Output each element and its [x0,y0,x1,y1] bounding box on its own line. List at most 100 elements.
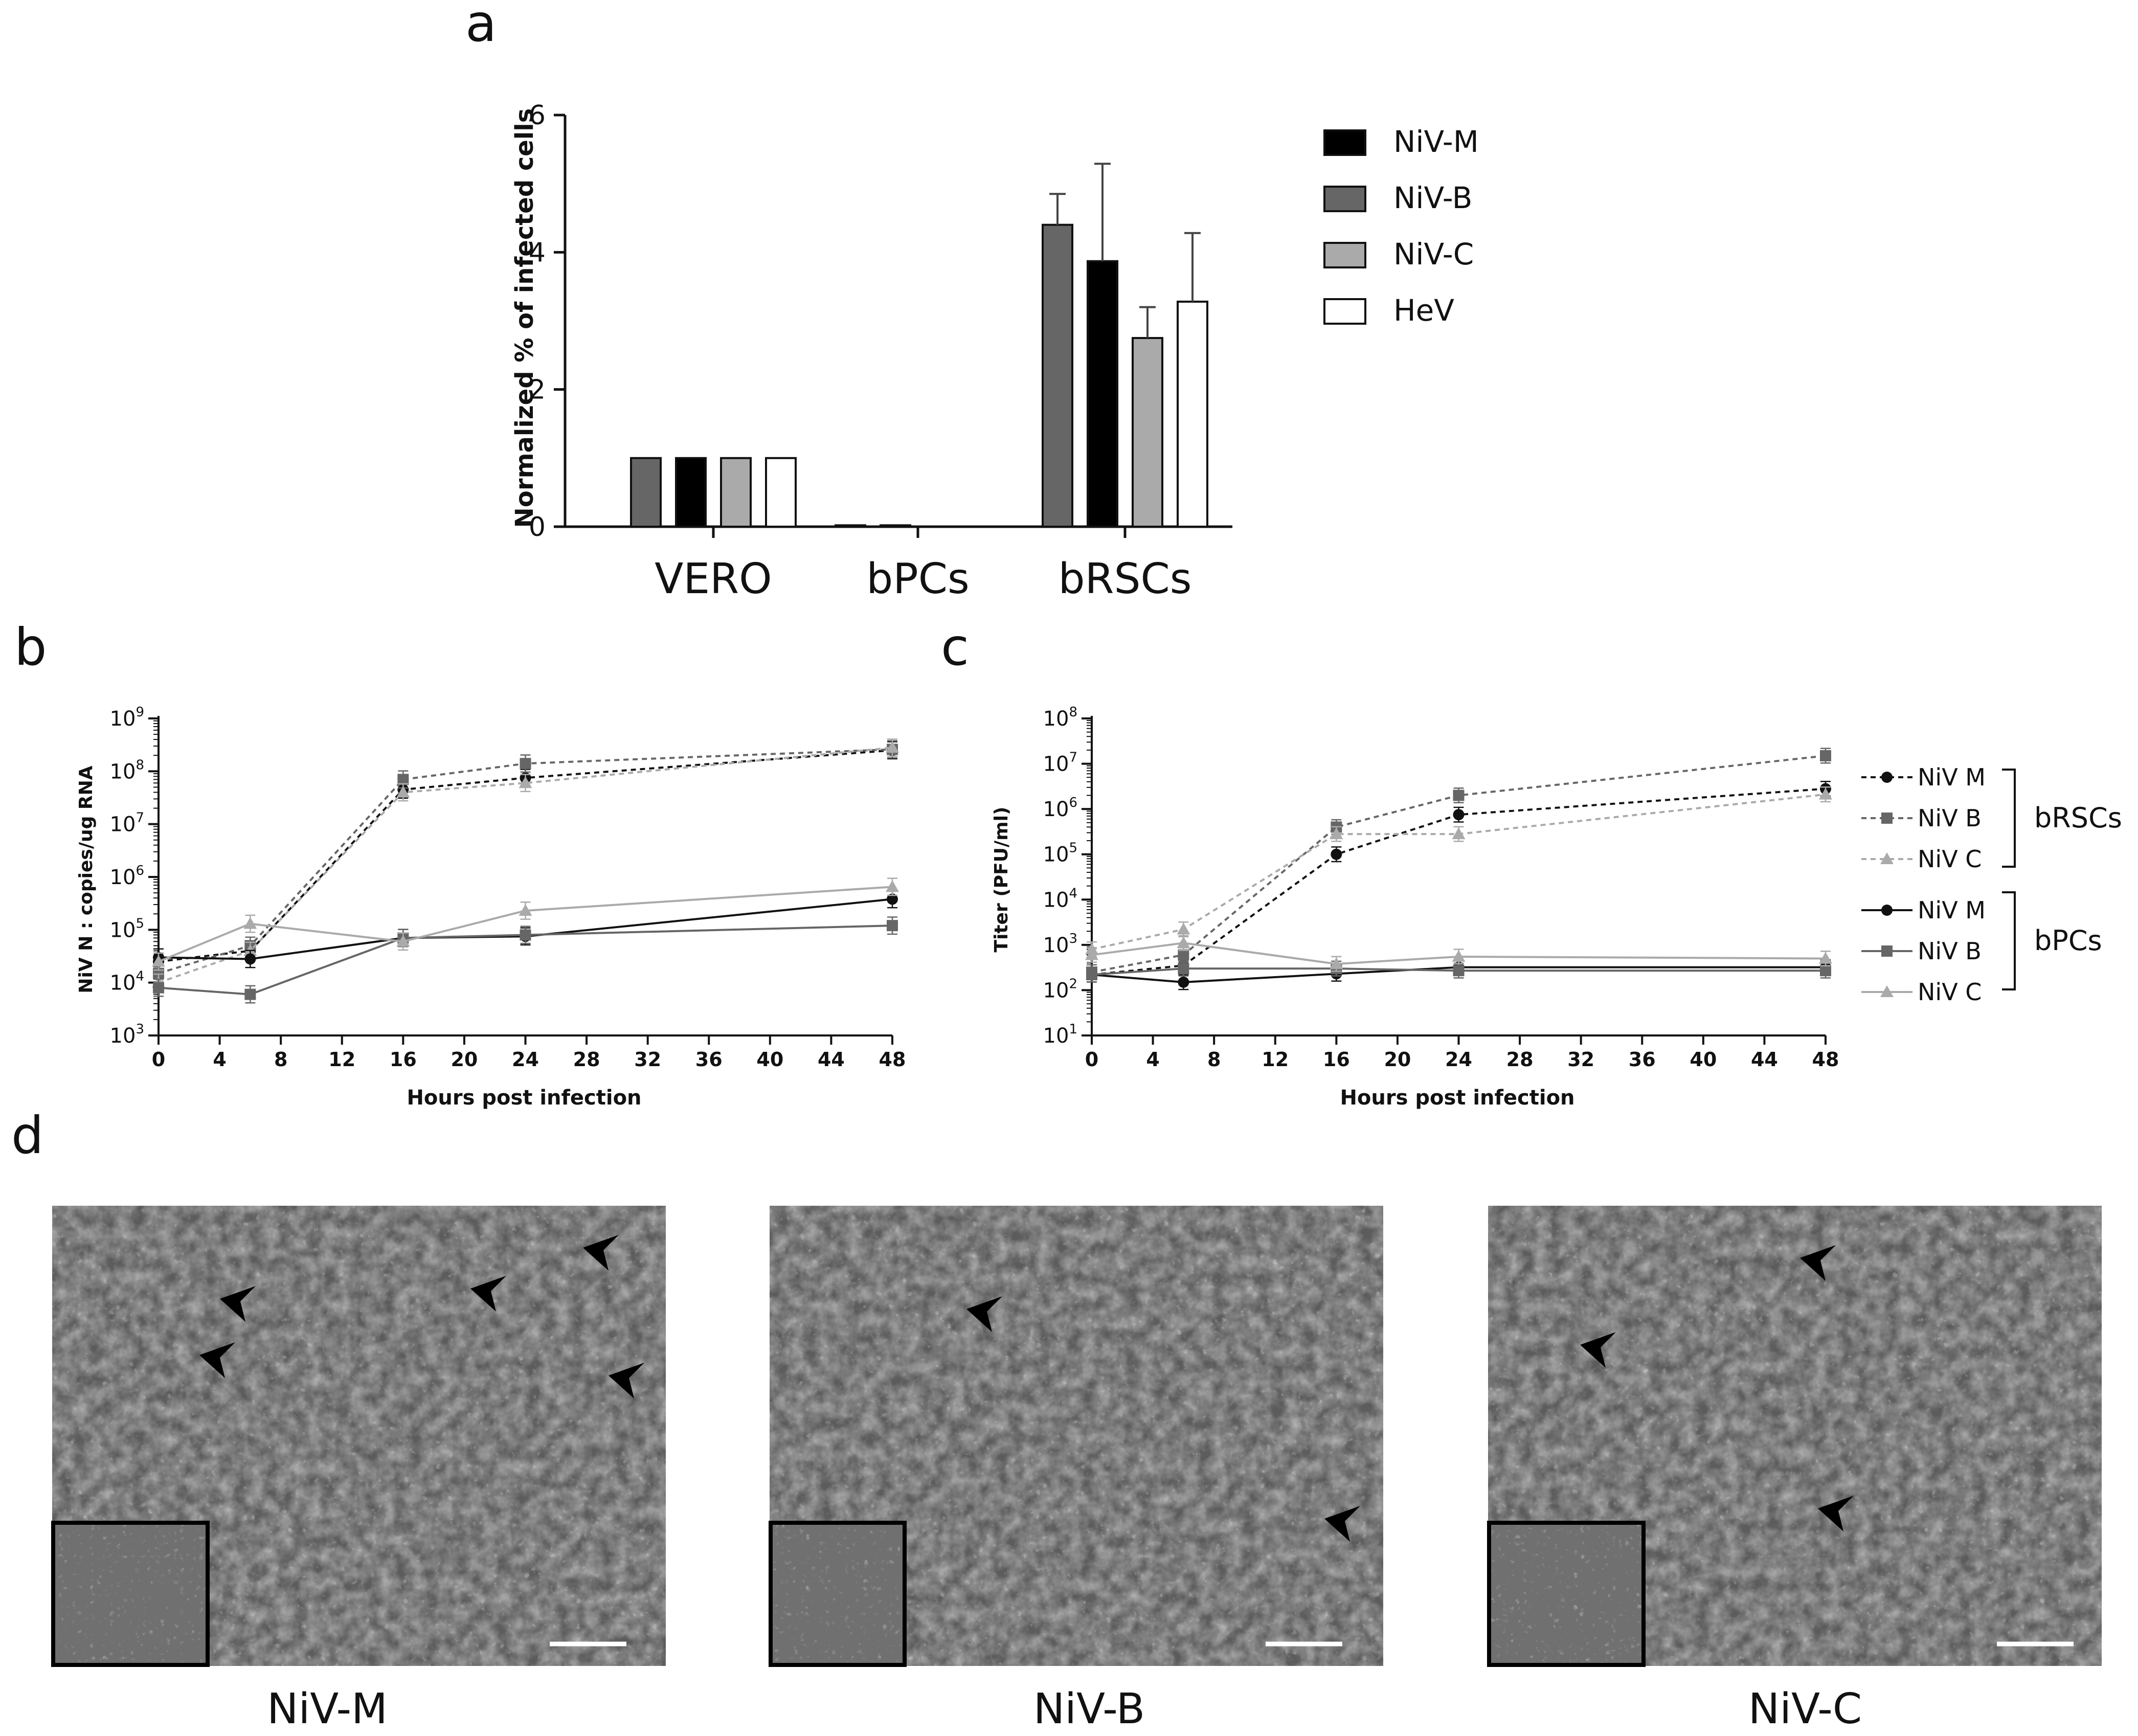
series-bPCs-NiV-C [152,877,899,971]
y-tick-base: 10 [1043,707,1069,731]
data-point [1819,787,1832,800]
y-tick-exponent: 3 [1069,931,1077,946]
micrograph-3: NiV-C [1487,1206,2102,1733]
arrowhead-icon [220,1286,256,1322]
bar [675,457,707,528]
bPCs-bracket-label: bPCs [2034,925,2102,957]
y-tick-label: 104 [1043,886,1077,912]
bar-chart-a: 0 2 4 6 VERO bPCs bRSCs Normalized % of infec… [510,100,1479,603]
y-tick-label: 104 [110,969,144,995]
bPCs-bracket [2002,891,2016,990]
category-label: bRSCs [1058,555,1191,603]
legend-swatch [1323,129,1366,156]
y-tick-exponent: 5 [1069,841,1077,856]
legend-label: NiV C [1918,978,1982,1006]
y-tick-label: 2 [529,375,546,405]
x-tick-label: 36 [1629,1048,1656,1071]
data-point [520,758,531,770]
data-point [886,880,899,892]
x-tick-label: 16 [390,1048,417,1071]
data-point [887,893,898,905]
x-tick-label: 24 [1445,1048,1472,1071]
series-line [1091,793,1826,951]
line-chart-c-series [1085,748,1832,990]
series-bRSCs-NiV-C [152,738,899,992]
bar-chart-y-axis-title: Normalized % of infected cells [510,108,539,528]
bar [880,524,911,528]
bar-chart-categories: VERO bPCs bRSCs [655,527,1192,603]
data-point [1881,945,1893,957]
data-point [1453,790,1465,801]
bar-chart-legend: NiV-M NiV-B NiV-C HeV [1323,124,1479,328]
x-tick-label: 12 [1262,1048,1289,1071]
arrowhead-icon [1818,1496,1854,1531]
bar [1087,260,1118,528]
bar [630,457,662,528]
y-tick-exponent: 6 [1069,795,1077,810]
line-chart-c-axes: 0 4 8 12 16 20 24 28 32 36 40 44 4810110210310410510… [1043,705,1839,1071]
y-tick-exponent: 6 [136,863,144,878]
micrograph-2: NiV-B [769,1206,1383,1733]
micrograph-row: NiV-M NiV-B NiV-C [51,1206,2102,1733]
legend-label: NiV-C [1393,237,1474,272]
legend-label: NiV M [1918,896,1986,924]
data-point [1880,852,1894,864]
micrograph-caption: NiV-M [267,1685,388,1733]
x-tick-label: 28 [573,1048,600,1071]
y-tick-label: 103 [1043,931,1077,957]
series-bRSCs-NiV-C [1085,786,1832,957]
data-point [1085,948,1098,960]
micrograph-1: NiV-M [51,1206,666,1733]
y-tick-base: 10 [110,918,136,942]
data-point [397,774,409,785]
micrograph-inset-texture [1491,1525,1641,1663]
bRSCs-bracket-label: bRSCs [2034,802,2122,834]
y-tick-base: 10 [1043,888,1069,912]
data-point [1452,827,1466,840]
data-point [396,785,410,798]
y-tick-exponent: 8 [1069,705,1077,720]
y-tick-label: 4 [529,237,546,268]
legend-label: NiV B [1918,937,1982,965]
data-point [396,935,410,947]
arrowhead-icon [1324,1506,1360,1542]
y-tick-label: 105 [1043,841,1077,867]
data-point [520,929,531,941]
y-tick-base: 10 [110,1024,136,1048]
y-tick-base: 10 [1043,934,1069,957]
panel-label-d: d [11,1106,43,1165]
arrowhead-icon [470,1276,506,1312]
y-tick-base: 10 [1043,843,1069,867]
data-point [153,982,164,994]
y-tick-base: 10 [110,813,136,837]
arrowhead-icon [966,1296,1002,1332]
legend-label: NiV M [1918,763,1986,791]
data-point [244,988,256,1000]
y-tick-base: 10 [110,707,136,731]
micrograph-caption: NiV-C [1748,1685,1862,1733]
y-tick-exponent: 5 [136,916,144,931]
bar [720,457,752,528]
line-chart-b-axes: 0 4 8 12 16 20 24 28 32 36 40 44 4810310410510610710… [110,705,906,1071]
y-tick-label: 106 [1043,795,1077,821]
line-chart-c-x-axis-title: Hours post infection [1340,1086,1574,1110]
y-tick-base: 10 [1043,798,1069,821]
y-tick-label: 107 [1043,750,1077,776]
data-point [243,917,257,929]
x-tick-label: 36 [695,1048,723,1071]
y-tick-label: 106 [110,863,144,889]
x-tick-label: 4 [1146,1048,1159,1071]
data-point [1820,965,1831,977]
series-bPCs-NiV-B [153,916,898,1004]
x-tick-label: 40 [1690,1048,1717,1071]
series-bPCs-NiV-C [1085,935,1832,972]
x-tick-label: 0 [1085,1048,1098,1071]
arrowhead-icon [199,1342,235,1378]
legend-label: NiV-B [1393,181,1472,215]
y-tick-label: 102 [1043,976,1077,1002]
x-tick-label: 12 [328,1048,355,1071]
data-point [152,955,165,967]
x-tick-label: 8 [1207,1048,1221,1071]
category-label: VERO [655,555,772,603]
